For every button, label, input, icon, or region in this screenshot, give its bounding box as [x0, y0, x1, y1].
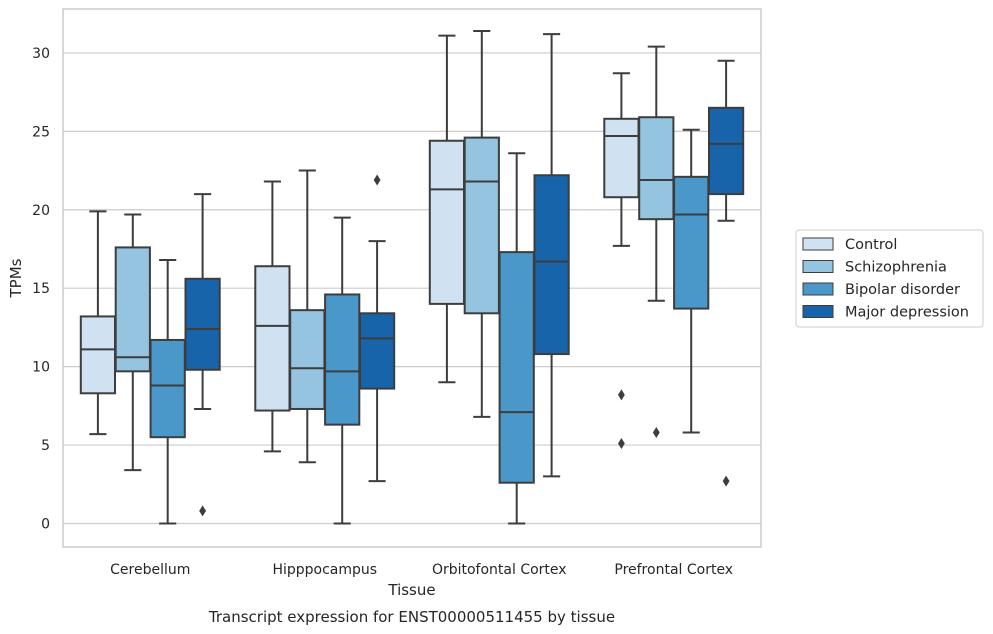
legend-swatch: [802, 237, 834, 251]
x-tick-label: Cerebellum: [110, 562, 190, 578]
y-tick-label: 5: [41, 438, 50, 454]
x-axis-label: Tissue: [387, 581, 435, 599]
y-tick-labels: 0 5 10 15 20 25 30: [32, 46, 50, 533]
box-plot: [673, 128, 710, 434]
y-tick-label: 25: [32, 124, 50, 140]
y-tick-label: 30: [32, 46, 50, 62]
y-axis-label: TPMs: [7, 258, 25, 298]
box-plot: [254, 180, 291, 453]
iqr-box: [358, 312, 396, 390]
box-plot: [184, 193, 221, 517]
y-tick-label: 15: [32, 281, 50, 297]
x-tick-label: Prefrontal Cortex: [614, 562, 733, 578]
iqr-box: [289, 309, 326, 410]
iqr-box: [149, 338, 186, 439]
y-tick-label: 20: [32, 203, 50, 219]
box-plot: [463, 29, 500, 418]
chart-caption: Transcript expression for ENST0000051145…: [208, 608, 615, 626]
legend-swatch: [802, 305, 834, 318]
iqr-box: [79, 315, 117, 395]
legend-swatch: [802, 282, 834, 296]
plot-frame: [62, 8, 762, 548]
box-plot: [289, 169, 326, 464]
outlier-point: [199, 505, 207, 517]
iqr-box: [533, 174, 570, 356]
box-plot: [638, 45, 675, 438]
box-plot: [114, 213, 151, 472]
iqr-box: [498, 251, 535, 484]
legend-frame: [795, 229, 984, 328]
box-plot: [498, 152, 535, 525]
box-plot: [603, 72, 640, 449]
iqr-box: [324, 293, 361, 426]
box-plot: [79, 210, 117, 436]
x-tick-labels: Cerebellum Hipppocampus Orbitofontal Corte…: [110, 562, 733, 578]
box-plot: [707, 59, 745, 487]
iqr-box: [707, 106, 745, 196]
iqr-box: [638, 116, 675, 221]
legend: Control Schizophrenia Bipolar disorder Majo…: [795, 229, 984, 328]
x-tick-label: Orbitofontal Cortex: [432, 562, 567, 578]
legend-items: Control Schizophrenia Bipolar disorder Majo…: [802, 237, 969, 321]
legend-swatch: [802, 260, 834, 273]
x-tick-label: Hipppocampus: [272, 562, 377, 578]
legend-label: Schizophrenia: [845, 260, 947, 276]
iqr-box: [428, 139, 466, 305]
box-plot: [428, 34, 466, 384]
box-plot: [358, 174, 396, 483]
outlier-point: [652, 426, 660, 438]
iqr-box: [254, 265, 291, 412]
box-plots: [79, 29, 745, 525]
box-plot: [149, 258, 186, 525]
outlier-point: [617, 437, 625, 449]
outlier-point: [722, 475, 730, 487]
legend-label: Control: [845, 237, 897, 253]
box-plot: [324, 216, 361, 525]
box-plot: [533, 33, 570, 478]
iqr-box: [603, 117, 640, 199]
y-tick-label: 10: [32, 360, 50, 376]
outlier-point: [373, 174, 381, 186]
legend-label: Major depression: [845, 305, 969, 321]
iqr-box: [463, 136, 500, 315]
iqr-box: [114, 246, 151, 373]
iqr-box: [184, 277, 221, 371]
outlier-point: [617, 389, 625, 401]
legend-label: Bipolar disorder: [845, 282, 960, 298]
iqr-box: [673, 175, 710, 310]
y-tick-label: 0: [41, 516, 50, 532]
